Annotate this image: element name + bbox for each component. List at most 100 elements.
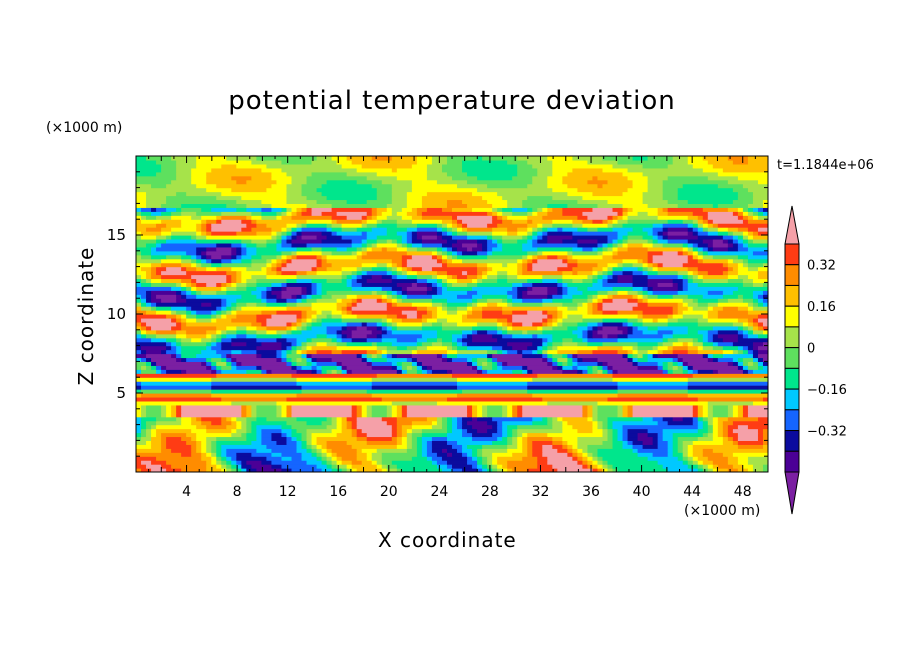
- contour-cell: [687, 345, 699, 351]
- contour-cell: [697, 266, 729, 272]
- contour-cell: [712, 408, 729, 414]
- contour-cell: [547, 345, 553, 351]
- contour-cell: [537, 171, 553, 177]
- contour-cell: [226, 357, 232, 362]
- contour-cell: [291, 231, 298, 236]
- contour-cell: [677, 306, 689, 311]
- contour-cell: [722, 294, 739, 299]
- contour-cell: [296, 278, 313, 283]
- contour-cell: [306, 314, 313, 319]
- contour-cell: [697, 468, 704, 472]
- contour-cell: [502, 464, 508, 469]
- contour-cell: [206, 345, 212, 351]
- contour-cell: [537, 227, 543, 232]
- contour-cell: [602, 266, 609, 272]
- contour-cell: [141, 266, 152, 272]
- contour-cell: [727, 274, 739, 280]
- contour-cell: [682, 341, 689, 347]
- contour-cell: [141, 416, 157, 422]
- contour-cell: [557, 448, 568, 453]
- contour-cell: [446, 302, 468, 307]
- contour-cell: [361, 266, 373, 272]
- contour-cell: [727, 227, 739, 232]
- contour-cell: [446, 258, 453, 264]
- contour-cell: [371, 227, 388, 232]
- contour-cell: [231, 250, 237, 256]
- contour-cell: [301, 452, 313, 457]
- contour-cell: [492, 460, 498, 465]
- contour-cell: [457, 231, 468, 236]
- contour-cell: [452, 246, 458, 252]
- contour-cell: [241, 242, 247, 248]
- contour-cell: [667, 207, 704, 212]
- contour-cell: [592, 219, 604, 224]
- contour-cell: [301, 223, 308, 228]
- contour-cell: [386, 290, 393, 295]
- contour-cell: [136, 238, 157, 244]
- contour-cell: [251, 215, 262, 220]
- contour-cell: [482, 195, 503, 201]
- contour-cell: [567, 258, 578, 264]
- contour-cell: [421, 314, 433, 319]
- contour-cell: [487, 298, 503, 303]
- contour-cell: [251, 452, 273, 457]
- contour-cell: [406, 199, 423, 204]
- contour-cell: [136, 317, 142, 323]
- contour-cell: [216, 452, 222, 457]
- contour-cell: [161, 227, 172, 232]
- contour-cell: [462, 416, 473, 422]
- contour-cell: [597, 203, 624, 208]
- contour-cell: [446, 223, 453, 228]
- colorbar-box: [784, 326, 800, 349]
- contour-cell: [542, 345, 548, 351]
- contour-cell: [246, 278, 257, 283]
- contour-cell: [186, 321, 252, 327]
- contour-cell: [231, 282, 237, 287]
- contour-cell: [597, 321, 604, 327]
- contour-cell: [216, 314, 222, 319]
- contour-cell: [522, 242, 533, 248]
- contour-cell: [266, 270, 278, 276]
- contour-cell: [687, 238, 704, 244]
- contour-cell: [687, 258, 699, 264]
- contour-cell: [136, 235, 142, 240]
- contour-cell: [346, 333, 353, 339]
- contour-cell: [532, 163, 553, 169]
- contour-cell: [462, 329, 473, 335]
- contour-cell: [441, 321, 458, 327]
- contour-cell: [266, 286, 273, 291]
- contour-cell: [607, 396, 699, 402]
- contour-cell: [662, 341, 674, 347]
- contour-cell: [657, 207, 664, 212]
- contour-cell: [462, 341, 468, 347]
- contour-cell: [416, 440, 423, 445]
- contour-cell: [226, 353, 232, 359]
- contour-cell: [627, 432, 639, 438]
- chart-title: potential temperature deviation: [228, 86, 676, 116]
- contour-cell: [421, 266, 433, 272]
- contour-cell: [702, 258, 729, 264]
- contour-cell: [562, 282, 568, 287]
- contour-cell: [627, 187, 649, 193]
- contour-cell: [391, 317, 403, 323]
- contour-cell: [627, 357, 634, 362]
- contour-cell: [291, 428, 298, 434]
- contour-cell: [602, 242, 609, 248]
- contour-cell: [742, 211, 749, 216]
- contour-cell: [612, 223, 624, 228]
- contour-cell: [391, 156, 418, 161]
- contour-cell: [296, 345, 303, 351]
- contour-cell: [457, 219, 463, 224]
- contour-cell: [286, 432, 293, 438]
- contour-cell: [552, 167, 573, 173]
- contour-cell: [426, 337, 438, 343]
- contour-cell: [527, 440, 533, 445]
- contour-cell: [537, 246, 573, 252]
- colorbar-box: [784, 409, 800, 432]
- contour-cell: [296, 349, 303, 355]
- contour-cell: [477, 302, 488, 307]
- contour-cell: [311, 345, 338, 351]
- contour-cell: [702, 223, 709, 228]
- contour-cell: [286, 254, 293, 260]
- contour-cell: [757, 325, 764, 331]
